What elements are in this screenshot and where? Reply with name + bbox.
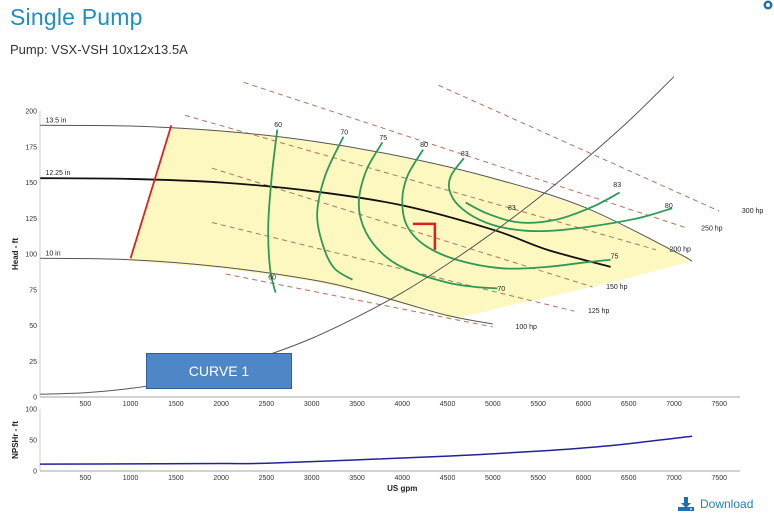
x-tick-label: 4500 [440, 401, 456, 408]
y-tick-label: 0 [33, 395, 37, 402]
npsh-x-tick-label: 4500 [440, 475, 456, 482]
efficiency-label: 80 [665, 203, 673, 210]
x-tick-label: 1500 [168, 401, 184, 408]
y-tick-label: 125 [25, 216, 37, 223]
npsh-x-tick-label: 4000 [394, 475, 410, 482]
efficiency-curve [316, 136, 353, 281]
x-tick-label: 3000 [304, 401, 320, 408]
npsh-x-tick-label: 6500 [621, 475, 637, 482]
npsh-y-tick-label: 50 [29, 438, 37, 445]
y-tick-label: 200 [25, 109, 37, 116]
npsh-x-tick-label: 3000 [304, 475, 320, 482]
y-tick-label: 150 [25, 180, 37, 187]
efficiency-label: 60 [274, 122, 282, 129]
x-axis-title: US gpm [387, 484, 417, 493]
power-label: 100 hp [515, 324, 537, 331]
x-tick-label: 4000 [394, 401, 410, 408]
impeller-curve [39, 124, 693, 262]
efficiency-label: 80 [420, 142, 428, 149]
npsh-y-axis-title: NPSHr - ft [11, 421, 20, 459]
power-label: 300 hp [742, 208, 764, 215]
x-tick-label: 500 [79, 401, 91, 408]
npsh-x-tick-label: 7500 [711, 475, 727, 482]
x-tick-label: 2500 [259, 401, 275, 408]
y-tick-label: 50 [29, 323, 37, 330]
power-label: 250 hp [701, 225, 723, 232]
npsh-x-tick-label: 5500 [530, 475, 546, 482]
y-tick-label: 25 [29, 359, 37, 366]
y-tick-label: 100 [25, 252, 37, 259]
impeller-label: 13.5 in [45, 117, 66, 124]
y-tick-label: 175 [25, 144, 37, 151]
x-tick-label: 7000 [666, 401, 682, 408]
efficiency-curve [401, 149, 611, 270]
power-label: 125 hp [588, 308, 610, 315]
impeller-curves: 13.5 in 12.25 in 10 in [39, 117, 693, 325]
impeller-label: 12.25 in [45, 170, 70, 177]
power-line [225, 273, 493, 328]
power-label: 200 hp [669, 247, 691, 254]
npsh-x-tick-label: 6000 [576, 475, 592, 482]
efficiency-label: 75 [611, 253, 619, 260]
efficiency-label: 83 [461, 151, 469, 158]
efficiency-label: 70 [340, 129, 348, 136]
min-flow-line [129, 125, 173, 259]
npsh-x-tick-label: 500 [79, 475, 91, 482]
system-curve-line [39, 76, 675, 395]
power-line [211, 167, 593, 288]
y-tick-label: 75 [29, 287, 37, 294]
npsh-x-tick-label: 1500 [168, 475, 184, 482]
efficiency-curve [267, 129, 279, 293]
efficiency-curve [357, 142, 498, 290]
npsh-x-tick-label: 2500 [259, 475, 275, 482]
power-label: 150 hp [606, 284, 628, 291]
efficiency-label: 83 [508, 205, 516, 212]
x-tick-label: 3500 [349, 401, 365, 408]
npsh-curve [39, 435, 693, 465]
curve-1-annotation[interactable]: CURVE 1 [146, 353, 292, 389]
impeller-curve [39, 257, 493, 325]
npsh-x-tick-label: 5000 [485, 475, 501, 482]
efficiency-curves: 60 70 75 80 83 83 83 80 75 70 60 [129, 122, 673, 293]
npsh-y-tick-label: 100 [25, 407, 37, 414]
system-curve [39, 76, 675, 395]
efficiency-label: 60 [268, 275, 276, 282]
npsh-x-tick-label: 1000 [123, 475, 139, 482]
efficiency-curve [465, 191, 621, 224]
efficiency-curve [447, 157, 673, 233]
x-tick-label: 5500 [530, 401, 546, 408]
power-line [438, 84, 720, 212]
x-tick-label: 1000 [123, 401, 139, 408]
x-tick-label: 6000 [576, 401, 592, 408]
close-icon[interactable] [762, 0, 774, 10]
efficiency-label: 70 [497, 286, 505, 293]
x-tick-label: 7500 [711, 401, 727, 408]
download-button[interactable]: Download [678, 497, 753, 511]
download-icon [678, 497, 694, 511]
npsh-y-tick-label: 0 [33, 469, 37, 476]
npsh-x-tick-label: 2000 [213, 475, 229, 482]
download-label: Download [700, 497, 754, 511]
npsh-chart: 0 50 100 500 1000 1500 2000 2500 3000 3500 4000 450… [11, 407, 740, 493]
npsh-x-tick-label: 3500 [349, 475, 365, 482]
page-title: Single Pump [10, 4, 143, 30]
power-line [211, 222, 575, 312]
npsh-x-tick-label: 7000 [666, 475, 682, 482]
impeller-curve [39, 177, 611, 268]
power-line [243, 81, 688, 229]
axes: 0 25 50 75 100 125 150 175 200 500 1000 1500 2000 250… [11, 109, 740, 408]
efficiency-label: 75 [379, 135, 387, 142]
impeller-label: 10 in [45, 250, 60, 257]
x-tick-label: 5000 [485, 401, 501, 408]
x-tick-label: 6500 [621, 401, 637, 408]
y-axis-title: Head - ft [11, 238, 20, 270]
efficiency-label: 83 [613, 182, 621, 189]
pump-subtitle: Pump: VSX-VSH 10x12x13.5A [10, 42, 188, 57]
x-tick-label: 2000 [213, 401, 229, 408]
bep-marker [412, 222, 437, 250]
